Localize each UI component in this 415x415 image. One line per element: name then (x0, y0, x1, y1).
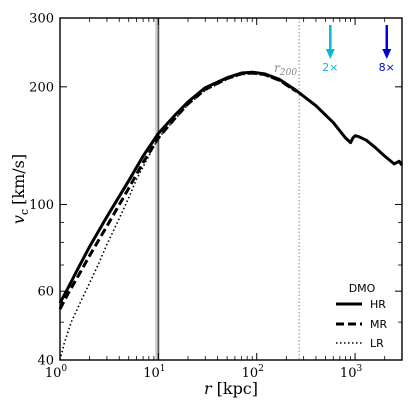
r200-marker: r200 (274, 18, 300, 360)
legend: DMO HR MR LR (336, 282, 387, 350)
r200-label-sub: 200 (279, 68, 297, 78)
x-tick-label: 102 (242, 364, 264, 381)
x-axis-label-var: r (204, 379, 213, 398)
x-tick-exp: 1 (160, 364, 166, 374)
x-tick-base: 10 (242, 366, 259, 381)
band-rect (155, 18, 160, 360)
x-tick-exp: 2 (258, 364, 264, 374)
y-axis-label-unit: [km/s] (9, 154, 28, 205)
y-tick-label: 40 (37, 354, 54, 369)
arrow-label-0: 2× (322, 61, 338, 74)
x-tick-label: 100 (45, 364, 68, 381)
legend-entry-hr: HR (370, 298, 386, 311)
series-layer (58, 70, 404, 361)
x-tick-label: 101 (143, 364, 165, 381)
plot-frame (59, 17, 403, 361)
x-tick-label: 103 (340, 364, 363, 381)
arrow-head-0 (325, 49, 335, 59)
legend-title: DMO (349, 282, 376, 295)
x-axis-label-unit: [kpc] (217, 379, 258, 398)
arrow-label-1: 8× (379, 61, 395, 74)
legend-entry-lr: LR (370, 337, 384, 350)
resolution-band (155, 18, 160, 360)
y-tick-label: 60 (37, 285, 54, 300)
legend-entry-mr: MR (370, 318, 387, 331)
series-line-lr (59, 73, 297, 361)
x-tick-base: 10 (45, 366, 62, 381)
x-tick-exp: 3 (356, 364, 362, 374)
x-tick-base: 10 (340, 366, 357, 381)
x-axis-label: r [kpc] (204, 379, 258, 398)
series-line-hr (58, 70, 404, 304)
r200-label-base: r (274, 61, 281, 75)
arrow-annotations: 2× 8× (322, 25, 395, 74)
y-axis-label-sub: c (18, 209, 31, 215)
arrow-head-1 (382, 49, 392, 59)
y-axis-label-var: v (9, 215, 28, 224)
y-tick-label: 100 (29, 198, 54, 213)
y-tick-label: 200 (29, 80, 54, 95)
y-tick-label: 300 (29, 12, 54, 27)
y-axis-label: vc [km/s] (9, 154, 31, 224)
x-tick-base: 10 (143, 366, 160, 381)
r200-label: r200 (274, 61, 297, 78)
x-tick-exp: 0 (61, 364, 67, 374)
